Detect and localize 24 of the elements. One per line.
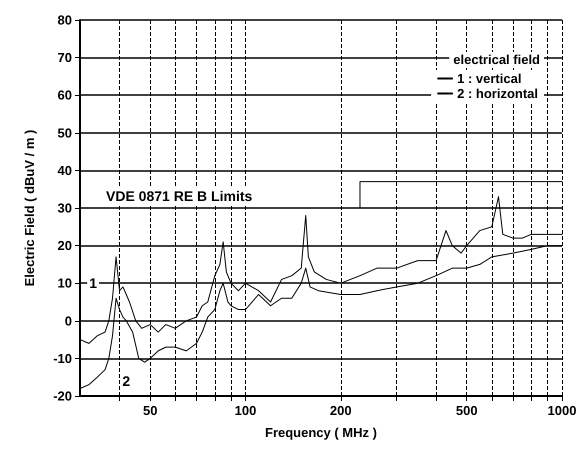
y-axis-title: Electric Field ( dBuV / m ) bbox=[22, 130, 37, 286]
y-tick-label: 70 bbox=[58, 50, 72, 66]
y-tick-label: 10 bbox=[58, 276, 72, 291]
legend-label: 1 : vertical bbox=[457, 71, 522, 86]
x-tick-label: 100 bbox=[234, 403, 256, 418]
y-tick-label: 40 bbox=[58, 162, 72, 178]
y-tick-label: 80 bbox=[58, 12, 72, 28]
y-tick-label: -10 bbox=[53, 350, 72, 366]
annotation: 1 bbox=[89, 275, 98, 292]
x-tick-label: 500 bbox=[456, 403, 478, 418]
y-tick-label: 60 bbox=[58, 88, 72, 103]
x-tick-label: 200 bbox=[330, 403, 352, 418]
y-tick-label: -20 bbox=[53, 388, 72, 404]
annotation: VDE 0871 RE B Limits bbox=[106, 188, 252, 204]
x-tick-label: 1000 bbox=[548, 403, 576, 418]
legend-label: 2 : horizontal bbox=[457, 86, 538, 101]
annotation: 2 bbox=[122, 372, 130, 389]
y-tick-label: 0 bbox=[64, 313, 72, 328]
y-tick-label: 20 bbox=[58, 238, 72, 254]
x-tick-label: 50 bbox=[142, 403, 158, 418]
legend-title: electrical field bbox=[453, 52, 540, 67]
y-tick-label: 30 bbox=[58, 200, 72, 216]
y-tick-label: 50 bbox=[58, 125, 72, 140]
x-axis-title: Frequency ( MHz ) bbox=[265, 425, 377, 440]
